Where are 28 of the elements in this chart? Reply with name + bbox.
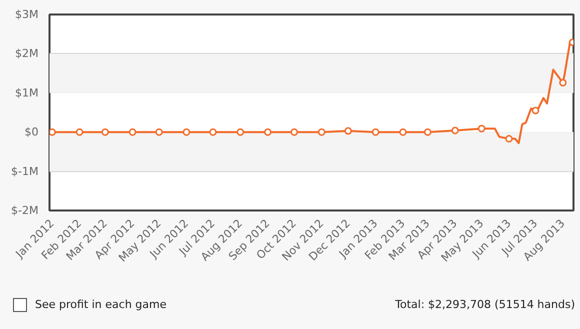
point [478,124,486,132]
point [264,128,272,136]
point [155,128,163,136]
point [424,128,432,136]
point [290,128,298,136]
y-tick-label: $3M [15,8,39,21]
point [318,128,326,136]
point [505,135,513,143]
point [344,127,352,135]
point [559,78,567,86]
text: Total: $2,293,708 (51514 hands) [395,297,575,313]
text: See profit in each game [34,297,167,313]
y-tick-label: $-1M [11,164,39,178]
point [76,128,84,136]
point [182,128,190,136]
point [128,128,136,136]
point [209,128,217,136]
y-tick-label: $2M [15,47,39,60]
y-tick-label: $-2M [11,204,39,217]
point [50,128,56,136]
point [451,126,459,134]
point [399,128,407,136]
y-tick-label: $0 [24,126,39,139]
point [532,106,540,114]
point [101,128,109,136]
point [236,128,244,136]
point [372,128,380,136]
y-tick-label: $1M [15,86,39,100]
